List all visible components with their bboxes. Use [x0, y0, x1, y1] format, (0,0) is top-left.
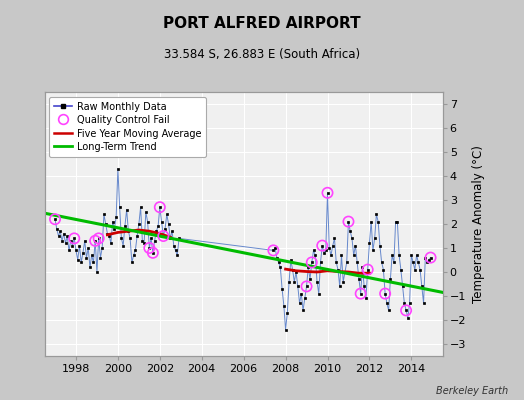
Legend: Raw Monthly Data, Quality Control Fail, Five Year Moving Average, Long-Term Tren: Raw Monthly Data, Quality Control Fail, … [49, 97, 206, 157]
Point [156, 204, 164, 210]
Text: PORT ALFRED AIRPORT: PORT ALFRED AIRPORT [163, 16, 361, 31]
Point [402, 307, 410, 314]
Text: 33.584 S, 26.883 E (South Africa): 33.584 S, 26.883 E (South Africa) [164, 48, 360, 61]
Point [323, 190, 332, 196]
Point [427, 254, 435, 261]
Y-axis label: Temperature Anomaly (°C): Temperature Anomaly (°C) [472, 145, 485, 303]
Point [94, 235, 103, 242]
Point [364, 266, 372, 273]
Point [356, 290, 365, 297]
Text: Berkeley Earth: Berkeley Earth [436, 386, 508, 396]
Point [145, 245, 154, 251]
Point [308, 259, 316, 266]
Point [51, 216, 59, 222]
Point [159, 233, 168, 239]
Point [302, 283, 311, 290]
Point [344, 218, 353, 225]
Point [149, 250, 157, 256]
Point [381, 290, 389, 297]
Point [91, 238, 100, 244]
Point [269, 247, 278, 254]
Point [318, 242, 326, 249]
Point [70, 235, 79, 242]
